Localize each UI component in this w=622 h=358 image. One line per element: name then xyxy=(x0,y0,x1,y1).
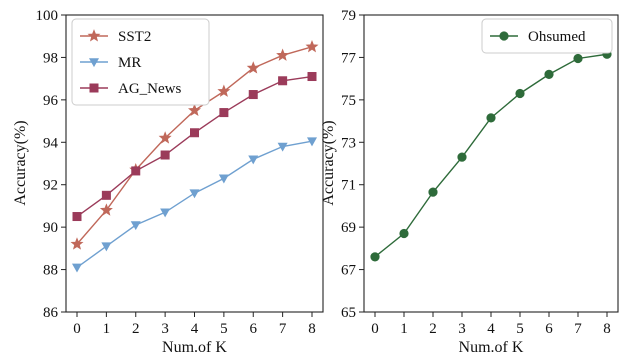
x-tick-label: 7 xyxy=(279,321,287,337)
chart-left: 86 88 90 92 94 96 98 100 0 1 2 3 4 5 6 7 8 SST2 MR AG_New… xyxy=(12,8,324,356)
x-tick-label: 2 xyxy=(132,321,140,337)
x-tick-label: 0 xyxy=(73,321,81,337)
y-tick-label: 67 xyxy=(341,263,357,279)
series-mr xyxy=(71,137,318,273)
data-point xyxy=(428,187,438,197)
data-point xyxy=(72,212,82,222)
y-tick-label: 94 xyxy=(43,135,59,151)
data-point xyxy=(399,228,409,239)
legend-label: SST2 xyxy=(118,29,151,45)
series-ohsumed xyxy=(370,49,612,262)
y-tick-label: 65 xyxy=(341,305,356,321)
x-axis-label-right: Num.of K xyxy=(459,339,524,356)
x-tick-label: 2 xyxy=(429,321,437,337)
y-tick-label: 77 xyxy=(341,50,357,66)
y-axis-label-left: Accuracy(%) xyxy=(12,120,29,205)
data-point xyxy=(219,108,229,118)
legend-marker xyxy=(89,83,99,93)
data-point xyxy=(190,128,200,138)
series-line xyxy=(76,140,313,269)
legend-right: Ohsumed xyxy=(481,18,613,54)
x-tick-label: 4 xyxy=(191,321,199,337)
legend-marker xyxy=(87,29,101,42)
y-tick-label: 79 xyxy=(341,8,356,24)
y-tick-label: 71 xyxy=(341,178,356,194)
data-point xyxy=(188,103,201,116)
data-point xyxy=(101,190,111,200)
x-tick-label: 3 xyxy=(458,321,466,337)
data-point xyxy=(573,53,583,64)
data-point xyxy=(70,237,84,250)
x-tick-label: 8 xyxy=(308,321,316,337)
data-point xyxy=(486,113,496,123)
y-tick-label: 69 xyxy=(341,220,356,236)
x-tick-label: 8 xyxy=(603,321,611,337)
data-point xyxy=(370,252,380,262)
y-tick-label: 88 xyxy=(43,263,58,279)
y-tick-label: 98 xyxy=(43,50,58,66)
data-point xyxy=(544,69,554,79)
data-point xyxy=(246,61,260,74)
x-tick-label: 4 xyxy=(487,321,495,337)
x-tick-label: 7 xyxy=(574,321,582,337)
x-tick-label: 1 xyxy=(400,321,408,337)
y-tick-label: 96 xyxy=(43,93,59,109)
y-tick-label: 100 xyxy=(36,8,59,24)
data-point xyxy=(248,90,258,100)
x-tick-label: 5 xyxy=(516,321,524,337)
y-tick-label: 73 xyxy=(341,135,356,151)
x-tick-label: 6 xyxy=(545,321,553,337)
y-axis-right: 65 67 69 71 73 75 77 79 xyxy=(341,8,364,321)
x-axis-right: 0 1 2 3 4 5 6 7 8 xyxy=(371,312,611,337)
data-point xyxy=(160,150,170,160)
series-line xyxy=(374,53,608,258)
x-tick-label: 0 xyxy=(371,321,379,337)
y-tick-label: 90 xyxy=(43,220,58,236)
x-axis-left: 0 1 2 3 4 5 6 7 8 xyxy=(73,312,316,337)
data-point xyxy=(307,72,317,82)
data-point xyxy=(99,203,113,216)
legend-frame xyxy=(481,18,613,54)
series-group-left xyxy=(70,39,319,273)
y-axis-label-right: Accuracy(%) xyxy=(320,120,337,205)
data-point xyxy=(305,39,319,53)
data-point xyxy=(189,189,200,199)
y-tick-label: 92 xyxy=(43,178,58,194)
x-tick-label: 1 xyxy=(103,321,111,337)
data-point xyxy=(130,221,141,231)
x-tick-label: 5 xyxy=(220,321,228,337)
data-point xyxy=(276,48,290,61)
data-point xyxy=(158,131,172,144)
data-point xyxy=(217,84,231,97)
y-tick-label: 75 xyxy=(341,93,356,109)
data-point xyxy=(248,155,259,165)
y-axis-left: 86 88 90 92 94 96 98 100 xyxy=(36,8,66,321)
data-point xyxy=(218,174,229,184)
legend-label: MR xyxy=(118,55,141,71)
x-tick-label: 3 xyxy=(161,321,169,337)
series-ag-news xyxy=(72,72,317,222)
legend-label: AG_News xyxy=(118,81,181,97)
legend-marker xyxy=(88,58,100,68)
legend-left: SST2 MR AG_News xyxy=(71,18,210,106)
data-point xyxy=(515,88,525,99)
y-tick-label: 86 xyxy=(43,305,59,321)
x-tick-label: 6 xyxy=(250,321,258,337)
data-point xyxy=(160,208,171,218)
data-point xyxy=(278,76,288,86)
data-point xyxy=(457,152,467,162)
legend-marker xyxy=(499,31,509,41)
data-point xyxy=(71,263,83,273)
series-group-right xyxy=(370,49,612,262)
x-axis-label-left: Num.of K xyxy=(162,339,227,356)
legend-label: Ohsumed xyxy=(528,29,586,45)
data-point xyxy=(131,166,141,176)
data-point xyxy=(101,242,112,252)
data-point xyxy=(306,137,318,147)
legend-frame xyxy=(71,18,210,106)
data-point xyxy=(277,142,288,152)
